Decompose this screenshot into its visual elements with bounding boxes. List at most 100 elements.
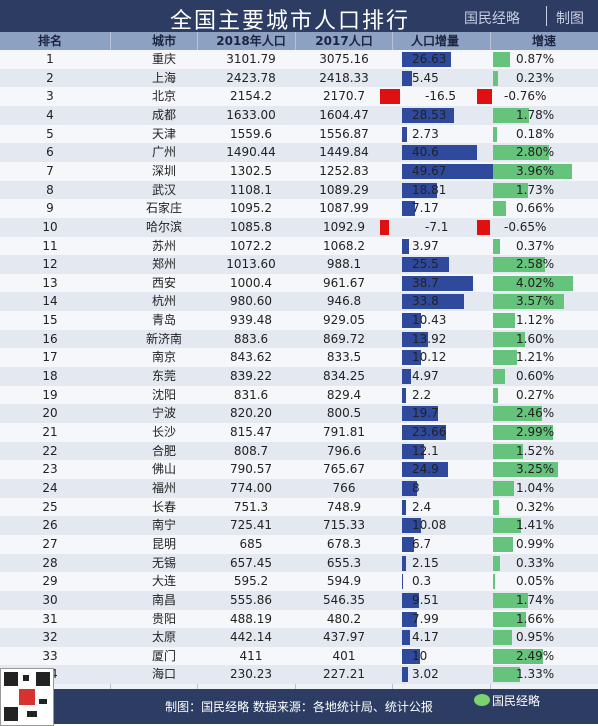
table-row: 26 南宁 725.41 715.33 10.08 1.41% [0, 516, 598, 536]
increase-bar [402, 667, 408, 683]
increase-value: 9.51 [412, 592, 439, 607]
increase-bar [402, 107, 455, 123]
header-city: 城市 [151, 34, 176, 48]
growth-value: 3.25% [516, 462, 555, 477]
pop2017-cell: 655.3 [326, 555, 362, 570]
growth-bar [493, 648, 543, 664]
qr-code-icon [0, 668, 54, 726]
rank-cell: 30 [42, 592, 58, 607]
growth-bar [493, 350, 518, 366]
increase-value: 25.5 [412, 257, 439, 272]
pop2017-cell: 946.8 [326, 294, 362, 309]
increase-value: 10.08 [412, 518, 447, 533]
header-increase: 人口增量 [410, 34, 459, 48]
growth-value: 0.32% [516, 499, 555, 514]
rank-cell: 23 [42, 462, 58, 477]
growth-bar [493, 387, 499, 403]
pop2018-cell: 1633.00 [226, 107, 276, 122]
table-row: 4 成都 1633.00 1604.47 28.53 1.78% [0, 105, 598, 125]
increase-value: 5.45 [412, 70, 439, 85]
growth-bar [493, 145, 549, 161]
increase-bar [402, 406, 439, 422]
increase-value: 26.63 [412, 52, 447, 66]
rank-cell: 7 [46, 163, 54, 178]
pop2017-cell: 437.97 [323, 630, 365, 645]
growth-value: 1.60% [516, 331, 555, 346]
growth-value: 3.57% [516, 294, 555, 309]
table-row: 30 南昌 555.86 546.35 9.51 1.74% [0, 590, 598, 610]
pop2018-cell: 774.00 [230, 480, 272, 495]
pop2018-cell: 883.6 [233, 331, 269, 346]
growth-value: 1.12% [516, 313, 555, 328]
increase-bar [402, 555, 406, 571]
city-cell: 石家庄 [145, 201, 182, 216]
increase-bar [402, 425, 446, 440]
pop2018-cell: 939.48 [230, 313, 272, 328]
increase-bar [402, 145, 477, 161]
rank-cell: 8 [46, 182, 54, 197]
pop2017-cell: 1087.99 [319, 201, 369, 216]
pop2018-cell: 488.19 [230, 611, 272, 626]
increase-bar [402, 387, 407, 403]
pop2017-cell: 1068.2 [323, 238, 365, 253]
growth-value: 0.05% [516, 574, 555, 589]
increase-value: 33.8 [412, 294, 439, 309]
footer-bar: 制图：国民经略 数据来源：各地统计局、统计公报 [0, 689, 598, 724]
city-cell: 青岛 [151, 313, 176, 328]
increase-bar [402, 275, 474, 291]
table-row: 17 南京 843.62 833.5 10.12 1.21% [0, 348, 598, 368]
increase-bar [402, 331, 428, 347]
increase-value: 7.17 [412, 201, 439, 216]
rank-cell: 19 [42, 387, 58, 402]
rank-cell: 10 [42, 219, 58, 234]
city-cell: 新济南 [145, 331, 182, 346]
growth-bar [493, 107, 529, 123]
city-cell: 贵阳 [151, 611, 176, 626]
increase-value: 10.43 [412, 313, 447, 328]
pop2018-cell: 411 [239, 648, 263, 663]
growth-value: 1.41% [516, 518, 555, 533]
city-cell: 南京 [151, 350, 176, 365]
brand-suffix: 制图 [556, 11, 584, 27]
growth-value: 0.66% [516, 201, 555, 216]
pop2017-cell: 1556.87 [319, 126, 369, 141]
growth-bar [493, 592, 528, 608]
city-cell: 苏州 [151, 238, 176, 253]
pop2018-cell: 839.22 [230, 369, 272, 384]
growth-bar [493, 462, 558, 478]
increase-value: 6.7 [412, 536, 432, 551]
table-row: 8 武汉 1108.1 1089.29 18.81 1.73% [0, 180, 598, 200]
city-cell: 昆明 [151, 536, 176, 551]
pop2017-cell: 678.3 [326, 536, 362, 551]
wechat-icon [474, 694, 490, 706]
growth-value: 0.37% [516, 238, 555, 253]
growth-value: 2.58% [516, 257, 555, 272]
growth-value: 3.96% [516, 163, 555, 178]
increase-bar [402, 462, 448, 478]
pop2018-cell: 1559.6 [230, 126, 272, 141]
increase-value: 49.67 [412, 163, 447, 178]
increase-bar [402, 592, 420, 608]
table-row: 28 无锡 657.45 655.3 2.15 0.33% [0, 553, 598, 573]
rank-cell: 26 [42, 518, 58, 533]
table-row: 31 贵阳 488.19 480.2 7.99 1.66% [0, 609, 598, 629]
growth-bar [477, 89, 493, 105]
growth-bar [493, 667, 520, 683]
rank-cell: 32 [42, 630, 58, 645]
table-row: 29 大连 595.2 594.9 0.3 0.05% [0, 572, 598, 592]
title-bar: 全国主要城市人口排行 国民经略 制图 [0, 0, 598, 34]
rank-cell: 5 [46, 126, 54, 141]
table-row: 13 西安 1000.4 961.67 38.7 4.02% [0, 273, 598, 293]
table-row: 23 佛山 790.57 765.67 24.9 3.25% [0, 460, 598, 480]
growth-value: 1.33% [516, 667, 555, 682]
increase-value: 3.02 [412, 667, 439, 682]
growth-bar [493, 294, 565, 310]
growth-bar [493, 275, 574, 291]
increase-bar [402, 313, 422, 329]
pop2018-cell: 2154.2 [230, 89, 272, 104]
pop2017-cell: 227.21 [323, 667, 365, 682]
city-cell: 海口 [151, 667, 176, 682]
growth-value: -0.76% [504, 89, 547, 104]
rank-cell: 31 [42, 611, 58, 626]
growth-bar [493, 630, 512, 646]
